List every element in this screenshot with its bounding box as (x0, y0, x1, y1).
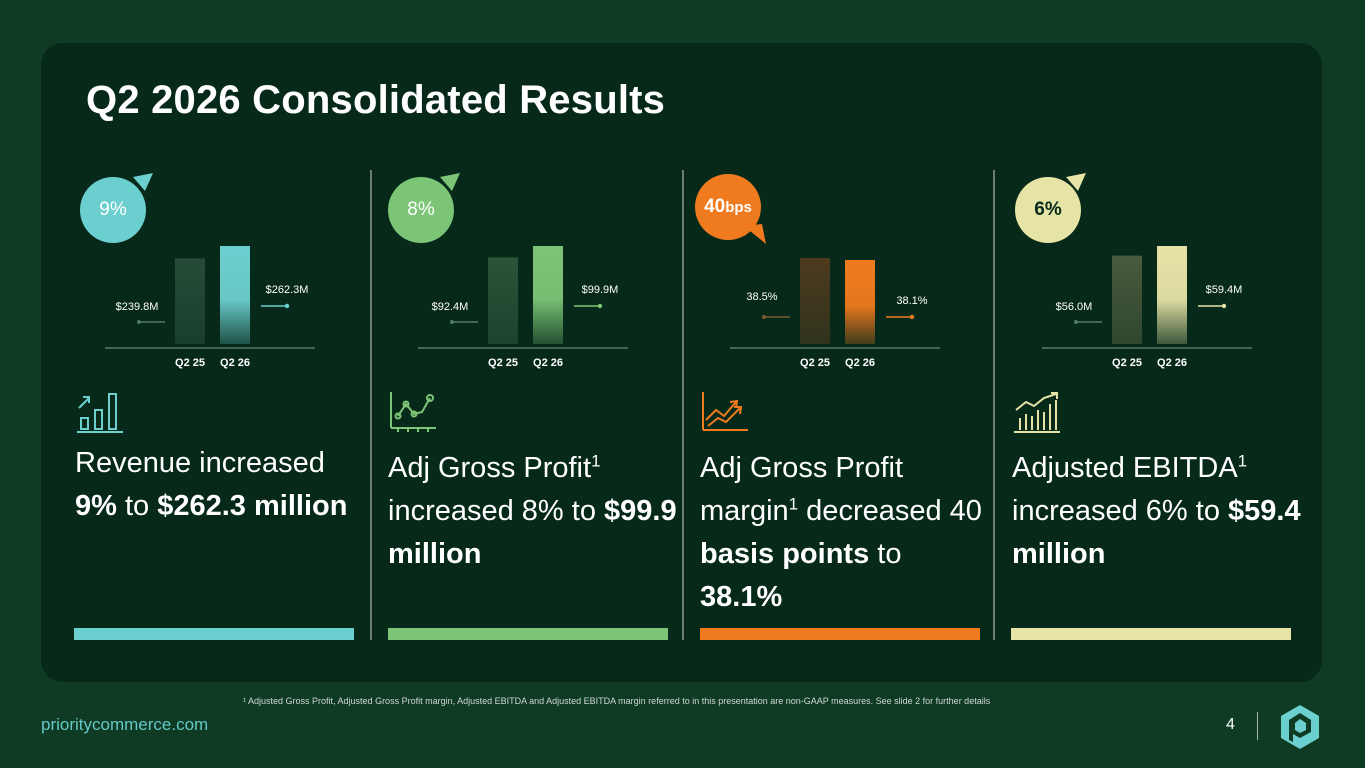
page-number: 4 (1226, 716, 1235, 733)
bar-q2-25 (175, 258, 205, 344)
bar-chart-up-icon (77, 393, 123, 433)
bar-chart: Q2 25 Q2 26 38.5% 38.1% (730, 258, 940, 369)
data-label: $99.9M (582, 284, 619, 296)
footer-separator (1257, 712, 1258, 740)
badge-value: 6% (1034, 199, 1062, 220)
leader-dot (137, 320, 141, 324)
bar-q2-25 (1112, 255, 1142, 344)
change-badge: 8% (388, 177, 454, 243)
bar-q2-26 (220, 246, 250, 344)
page-title: Q2 2026 Consolidated Results (86, 78, 666, 122)
panel-adj-gross-profit-margin: 40bps Q2 25 Q2 26 38.5% 38.1% Adj Gross Pro… (695, 150, 1000, 650)
leader-dot (909, 314, 915, 320)
footnote: ¹ Adjusted Gross Profit, Adjusted Gross … (243, 696, 991, 706)
column-divider (370, 170, 372, 640)
results-card (41, 43, 1322, 682)
column-divider (993, 170, 995, 640)
leader-dot (1074, 320, 1078, 324)
headline: Revenue increased 9% to $262.3 million (75, 447, 348, 522)
change-badge: 9% (80, 177, 146, 243)
bar-q2-25 (488, 257, 518, 344)
growth-bars-icon (1014, 392, 1060, 433)
bar-q2-26 (845, 260, 875, 344)
tick-label: Q2 25 (488, 357, 518, 369)
accent-bar-adj-gross-profit (388, 628, 668, 640)
up-arrow-icon (133, 173, 153, 191)
badge-value: 9% (99, 199, 127, 220)
leader-dot (1221, 303, 1227, 309)
trend-arrows-icon (702, 392, 748, 431)
headline: Adjusted EBITDA1 increased 6% to $59.4 m… (1012, 451, 1301, 570)
leader-dot (450, 320, 454, 324)
data-label: $56.0M (1056, 301, 1093, 313)
data-label: 38.5% (746, 291, 777, 303)
bar-q2-26 (533, 246, 563, 344)
accent-bar-margin (700, 628, 980, 640)
panel-revenue: 9% Q2 25 Q2 26 $239.8M $262.3M Revenue incr… (75, 150, 375, 650)
data-label: $262.3M (266, 284, 309, 296)
line-chart-icon (390, 392, 436, 432)
tick-label: Q2 25 (175, 357, 205, 369)
bar-chart: Q2 25 Q2 26 $92.4M $99.9M (418, 246, 628, 369)
priority-logo-icon (1281, 705, 1319, 749)
up-arrow-icon (1066, 173, 1086, 191)
leader-dot (762, 315, 766, 319)
panel-adj-gross-profit: 8% Q2 25 Q2 26 $92.4M $99.9M Adj Gross Prof… (388, 150, 688, 650)
data-label: $239.8M (116, 301, 159, 313)
tick-label: Q2 25 (1112, 357, 1142, 369)
tick-label: Q2 26 (220, 357, 250, 369)
headline: Adj Gross Profit margin1 decreased 40 ba… (700, 452, 982, 613)
website-link[interactable]: prioritycommerce.com (41, 715, 209, 734)
bar-q2-25 (800, 258, 830, 344)
bar-chart: Q2 25 Q2 26 $239.8M $262.3M (105, 246, 315, 369)
headline: Adj Gross Profit1 increased 8% to $99.9 … (388, 451, 677, 570)
leader-dot (597, 303, 603, 309)
bar-q2-26 (1157, 246, 1187, 344)
tick-label: Q2 26 (1157, 357, 1187, 369)
data-label: $59.4M (1206, 284, 1243, 296)
change-badge: 6% (1015, 177, 1081, 243)
accent-bar-ebitda (1011, 628, 1291, 640)
down-arrow-icon (744, 224, 766, 244)
badge-value: 8% (407, 199, 435, 220)
column-divider (682, 170, 684, 640)
leader-dot (284, 303, 290, 309)
bar-chart: Q2 25 Q2 26 $56.0M $59.4M (1042, 246, 1252, 369)
data-label: 38.1% (896, 295, 927, 307)
up-arrow-icon (440, 173, 460, 191)
accent-bar-revenue (74, 628, 354, 640)
data-label: $92.4M (432, 301, 469, 313)
badge-value: 40bps (704, 196, 752, 217)
tick-label: Q2 26 (533, 357, 563, 369)
panel-adjusted-ebitda: 6% Q2 25 Q2 26 $56.0M $59.4M Adjusted EBITD… (1012, 150, 1312, 650)
tick-label: Q2 26 (845, 357, 875, 369)
tick-label: Q2 25 (800, 357, 830, 369)
